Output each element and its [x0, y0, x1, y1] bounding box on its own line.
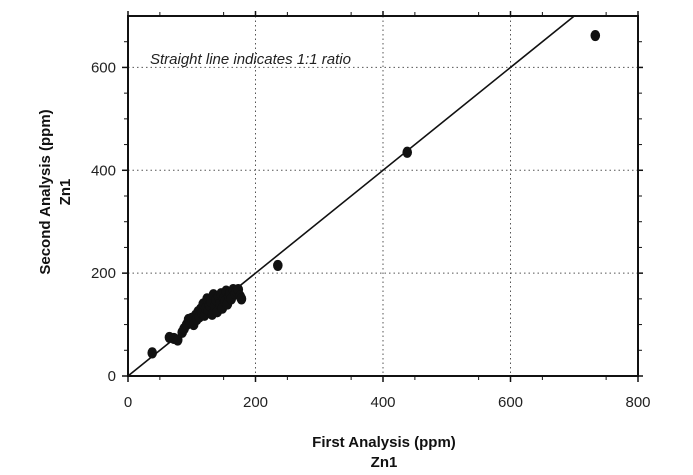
x-tick-label: 200 — [243, 394, 268, 411]
data-points — [147, 29, 601, 359]
data-point — [402, 146, 413, 158]
grid-lines — [128, 16, 638, 376]
y-axis-title: Second Analysis (ppm) — [37, 109, 54, 274]
x-tick-label: 600 — [498, 394, 523, 411]
y-tick-label: 400 — [91, 162, 116, 179]
data-point — [590, 29, 601, 42]
annotation-text: Straight line indicates 1:1 ratio — [150, 51, 351, 68]
axis-ticks: 0 200 400 600 800 0 200 400 600 — [91, 11, 651, 411]
x-tick-label: 0 — [124, 394, 132, 411]
data-point — [273, 259, 283, 272]
data-point — [236, 293, 247, 305]
x-tick-label: 800 — [625, 394, 650, 411]
x-tick-label: 400 — [370, 394, 395, 411]
y-tick-label: 200 — [91, 265, 116, 282]
y-tick-label: 600 — [91, 59, 116, 76]
x-axis-title: First Analysis (ppm) — [312, 434, 456, 451]
x-axis-subtitle: Zn1 — [371, 454, 398, 471]
y-tick-label: 0 — [108, 368, 116, 385]
data-point — [147, 347, 158, 359]
y-axis-subtitle: Zn1 — [57, 179, 74, 206]
